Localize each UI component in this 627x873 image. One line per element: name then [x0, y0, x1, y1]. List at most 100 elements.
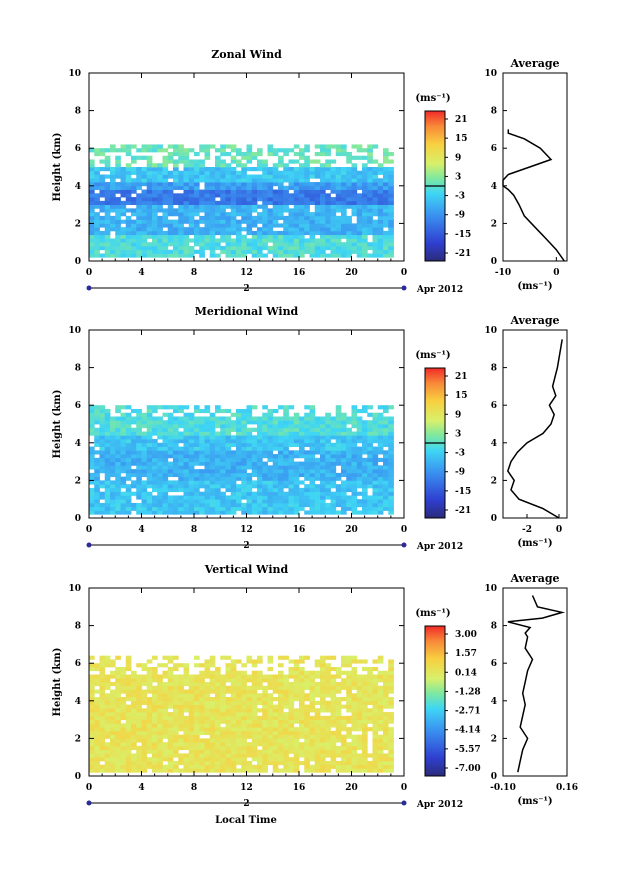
heatmap-cell: [383, 760, 389, 766]
heatmap-cell: [262, 197, 268, 202]
heatmap-cell: [115, 182, 121, 187]
heatmap-cell: [377, 738, 384, 743]
heatmap-cell: [299, 745, 305, 751]
heatmap-cell: [157, 454, 163, 459]
heatmap-cell: [241, 435, 247, 440]
heatmap-cell: [99, 215, 106, 221]
heatmap-cell: [330, 476, 337, 481]
heatmap-cell: [94, 405, 100, 410]
heatmap-cell: [230, 212, 237, 217]
heatmap-cell: [209, 506, 216, 511]
heatmap-cell: [183, 208, 190, 213]
heatmap-cell: [309, 253, 316, 258]
heatmap-cell: [188, 510, 195, 515]
heatmap-cell: [178, 457, 184, 462]
heatmap-cell: [341, 200, 347, 205]
heatmap-cell: [330, 719, 337, 724]
heatmap-cell: [125, 446, 132, 451]
heatmap-cell: [204, 204, 211, 209]
heatmap-cell: [335, 424, 342, 429]
heatmap-cell: [362, 491, 368, 496]
heatmap-cell: [152, 461, 158, 466]
heatmap-cell: [388, 427, 394, 432]
heatmap-cell: [304, 242, 310, 247]
heatmap-cell: [356, 708, 363, 713]
colorbar-label: -7.00: [455, 764, 481, 774]
heatmap-cell: [383, 719, 389, 724]
heatmap-cell: [104, 469, 111, 474]
heatmap-cell: [125, 208, 132, 213]
heatmap-cell: [304, 465, 310, 470]
heatmap-cell: [125, 663, 132, 668]
heatmap-cell: [267, 439, 274, 444]
heatmap-cell: [183, 193, 190, 198]
heatmap-cell: [120, 427, 127, 432]
heatmap-cell: [267, 182, 274, 187]
heatmap-cell: [341, 416, 347, 421]
heatmap-cell: [120, 712, 127, 717]
heatmap-cell: [183, 215, 190, 221]
heatmap-cell: [314, 484, 321, 489]
heatmap-cell: [246, 405, 253, 410]
heatmap-cell: [125, 200, 132, 205]
heatmap-cell: [167, 712, 174, 717]
heatmap-cell: [267, 506, 274, 511]
heatmap-cell: [309, 427, 316, 432]
heatmap-cell: [283, 768, 289, 773]
heatmap-cell: [383, 499, 389, 504]
heatmap-cell: [383, 200, 389, 205]
heatmap-cell: [136, 487, 142, 493]
heatmap-cell: [262, 200, 268, 205]
heatmap-cell: [89, 480, 95, 485]
heatmap-cell: [230, 200, 237, 205]
heatmap-cell: [125, 712, 132, 717]
heatmap-cell: [278, 416, 284, 421]
heatmap-cell: [115, 159, 121, 164]
heatmap-cell: [115, 484, 121, 489]
heatmap-cell: [120, 476, 127, 481]
heatmap-cell: [325, 442, 331, 447]
heatmap-cell: [94, 167, 100, 172]
heatmap-cell: [167, 742, 174, 747]
heatmap-cell: [136, 253, 142, 258]
heatmap-cell: [241, 234, 247, 239]
heatmap-cell: [267, 730, 274, 736]
heatmap-cell: [299, 249, 305, 254]
heatmap-cell: [251, 682, 258, 687]
heatmap-cell: [146, 685, 153, 690]
heatmap-cell: [131, 715, 137, 720]
heatmap-cell: [104, 249, 111, 254]
heatmap-cell: [178, 424, 184, 429]
heatmap-cell: [167, 424, 174, 429]
heatmap-cell: [236, 730, 242, 736]
heatmap-cell: [230, 502, 237, 508]
heatmap-cell: [246, 655, 253, 660]
heatmap-cell: [325, 768, 331, 773]
heatmap-cell: [320, 219, 326, 224]
heatmap-cell: [120, 742, 127, 747]
date-label: Apr 2012: [416, 800, 463, 810]
heatmap-cell: [388, 461, 394, 466]
heatmap-cell: [278, 405, 284, 410]
heatmap-cell: [209, 768, 216, 773]
heatmap-cell: [173, 435, 179, 440]
heatmap-cell: [120, 469, 127, 474]
heatmap-cell: [131, 170, 137, 175]
heatmap-cell: [173, 712, 179, 717]
heatmap-cell: [110, 193, 116, 198]
heatmap-cell: [309, 189, 316, 194]
heatmap-cell: [194, 454, 200, 459]
heatmap-cell: [94, 697, 100, 702]
heatmap-cell: [104, 502, 111, 508]
heatmap-cell: [215, 238, 221, 243]
heatmap-cell: [167, 242, 174, 247]
heatmap-cell: [204, 234, 211, 239]
heatmap-cell: [383, 697, 389, 702]
heatmap-cell: [241, 469, 247, 474]
heatmap-cell: [346, 757, 352, 762]
heatmap-cell: [367, 476, 373, 481]
heatmap-cell: [162, 734, 169, 739]
heatmap-cell: [209, 238, 216, 243]
heatmap-cell: [383, 249, 389, 254]
heatmap-cell: [246, 700, 253, 705]
